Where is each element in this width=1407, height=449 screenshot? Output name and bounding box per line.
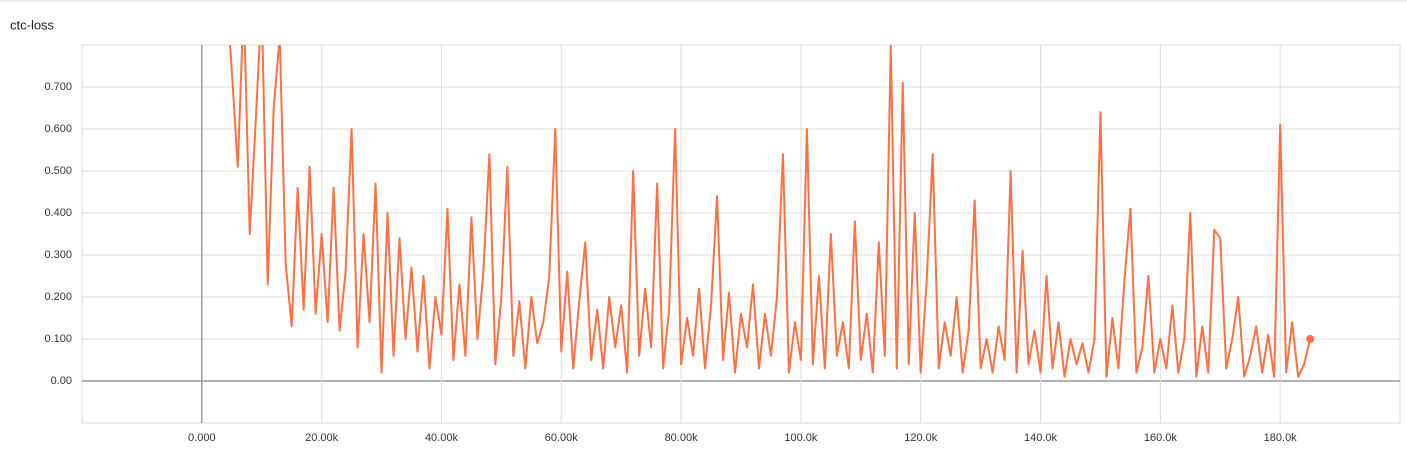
chart-title: ctc-loss — [10, 17, 55, 32]
y-tick-label: 0.600 — [44, 123, 72, 135]
x-tick-label: 100.0k — [784, 432, 818, 444]
y-tick-label: 0.400 — [44, 207, 72, 219]
y-tick-label: 0.700 — [44, 81, 72, 93]
y-tick-label: 0.100 — [44, 333, 72, 345]
x-tick-label: 60.00k — [545, 432, 579, 444]
last-point — [1306, 335, 1315, 343]
plot-area — [229, 45, 1315, 378]
x-tick-label: 0.000 — [188, 432, 216, 444]
y-tick-label: 0.500 — [44, 165, 72, 177]
x-tick-label: 120.0k — [904, 432, 938, 444]
grid — [82, 45, 1400, 423]
x-tick-label: 40.00k — [425, 432, 459, 444]
y-tick-label: 0.300 — [44, 249, 72, 261]
x-tick-label: 140.0k — [1024, 432, 1058, 444]
x-tick-label: 180.0k — [1264, 432, 1298, 444]
x-tick-label: 160.0k — [1144, 432, 1178, 444]
y-tick-label: 0.200 — [44, 291, 72, 303]
x-tick-label: 20.00k — [305, 432, 339, 444]
y-tick-label: 0.00 — [51, 375, 72, 387]
plot-frame — [81, 44, 1401, 424]
x-tick-label: 80.00k — [665, 432, 699, 444]
line-series — [229, 45, 1312, 378]
